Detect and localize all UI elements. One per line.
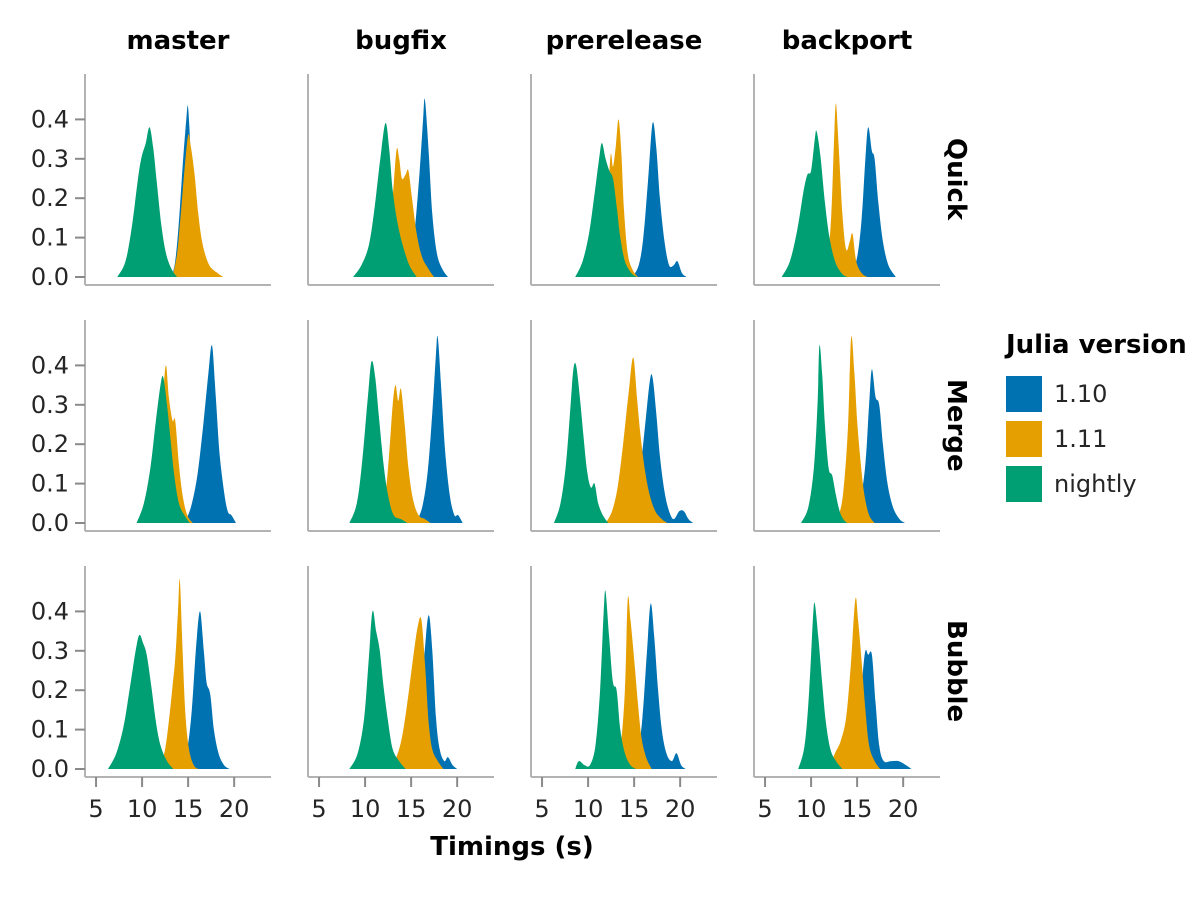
legend-swatch: [1006, 466, 1042, 502]
svg-text:0.0: 0.0: [31, 509, 69, 537]
svg-text:0.3: 0.3: [31, 637, 69, 665]
density-1.11: [614, 596, 652, 769]
svg-text:0.3: 0.3: [31, 145, 69, 173]
x-axis-label: Timings (s): [430, 832, 594, 862]
svg-text:20: 20: [888, 795, 919, 823]
svg-text:0.2: 0.2: [31, 676, 69, 704]
density-1.10: [415, 335, 463, 523]
density-1.11: [378, 385, 431, 523]
density-1.11: [172, 134, 224, 277]
svg-text:5: 5: [534, 795, 549, 823]
legend-swatch: [1006, 376, 1042, 412]
legend-item: 1.11: [1006, 421, 1187, 457]
density-1.11: [390, 617, 444, 769]
density-1.10: [632, 122, 687, 277]
legend-item-label: nightly: [1054, 470, 1137, 498]
density-1.10: [180, 611, 230, 769]
density-1.11: [605, 357, 668, 523]
svg-text:0.4: 0.4: [31, 597, 69, 625]
facet-bugfix-Bubble: 5 10 15 20: [307, 566, 494, 823]
density-1.10: [853, 369, 905, 523]
density-nightly: [349, 610, 406, 769]
svg-text:0.1: 0.1: [31, 224, 69, 252]
svg-text:10: 10: [573, 795, 604, 823]
density-nightly: [575, 143, 637, 277]
svg-text:5: 5: [757, 795, 772, 823]
svg-text:20: 20: [442, 795, 473, 823]
facet-column-title: backport: [781, 26, 913, 56]
facet-prerelease-Merge: [530, 320, 717, 532]
density-nightly: [349, 360, 408, 523]
svg-text:10: 10: [796, 795, 827, 823]
legend-item: nightly: [1006, 466, 1187, 502]
legend-item-label: 1.10: [1054, 380, 1108, 408]
svg-text:5: 5: [88, 795, 103, 823]
facet-prerelease-Bubble: 5 10 15 20: [530, 566, 717, 823]
svg-text:0.1: 0.1: [31, 470, 69, 498]
density-1.11: [159, 578, 199, 769]
legend-title: Julia version: [1006, 330, 1187, 360]
svg-text:10: 10: [350, 795, 381, 823]
facet-backport-Bubble: 5 10 15 20: [753, 566, 940, 823]
svg-text:5: 5: [311, 795, 326, 823]
facet-backport-Quick: [753, 74, 940, 286]
facet-master-Quick: 0.0 0.1 0.2 0.3 0.4: [31, 74, 271, 291]
svg-text:20: 20: [219, 795, 250, 823]
legend-item-label: 1.11: [1054, 425, 1108, 453]
density-nightly: [781, 130, 847, 277]
svg-text:0.2: 0.2: [31, 184, 69, 212]
facet-column-title: prerelease: [545, 26, 703, 56]
legend-item: 1.10: [1006, 376, 1187, 412]
density-nightly: [108, 634, 174, 769]
density-nightly: [554, 362, 609, 523]
facet-master-Bubble: 0.0 0.1 0.2 0.3 0.4 5 10 15 20: [31, 566, 271, 823]
facet-prerelease-Quick: [530, 74, 717, 286]
svg-text:15: 15: [619, 795, 650, 823]
density-1.11: [828, 597, 881, 769]
svg-text:15: 15: [173, 795, 204, 823]
facet-bugfix-Merge: [307, 320, 494, 532]
svg-text:0.0: 0.0: [31, 263, 69, 291]
density-nightly: [136, 376, 190, 523]
density-1.11: [833, 336, 875, 523]
svg-text:15: 15: [842, 795, 873, 823]
facet-row-title: Bubble: [941, 620, 971, 723]
density-nightly: [117, 127, 178, 277]
facet-master-Merge: 0.0 0.1 0.2 0.3 0.4: [31, 320, 271, 537]
density-nightly: [798, 602, 843, 769]
svg-text:10: 10: [127, 795, 158, 823]
facet-row-title: Merge: [941, 379, 971, 472]
density-1.10: [850, 127, 896, 277]
svg-text:20: 20: [665, 795, 696, 823]
svg-text:0.0: 0.0: [31, 755, 69, 783]
density-nightly: [801, 344, 847, 523]
facet-column-title: master: [126, 26, 230, 56]
density-nightly: [575, 590, 636, 769]
legend: Julia version 1.10 1.11 nightly: [1006, 330, 1187, 511]
facet-bugfix-Quick: [307, 74, 494, 286]
svg-text:0.4: 0.4: [31, 105, 69, 133]
density-nightly: [353, 123, 417, 277]
svg-text:0.4: 0.4: [31, 351, 69, 379]
density-1.11: [822, 103, 868, 277]
svg-text:15: 15: [396, 795, 427, 823]
density-1.10: [631, 603, 686, 769]
svg-text:0.3: 0.3: [31, 391, 69, 419]
density-1.10: [184, 345, 236, 523]
facet-row-title: Quick: [941, 138, 971, 221]
svg-text:0.1: 0.1: [31, 716, 69, 744]
facet-column-title: bugfix: [355, 26, 447, 56]
legend-swatch: [1006, 421, 1042, 457]
facet-backport-Merge: [753, 320, 940, 532]
svg-text:0.2: 0.2: [31, 430, 69, 458]
